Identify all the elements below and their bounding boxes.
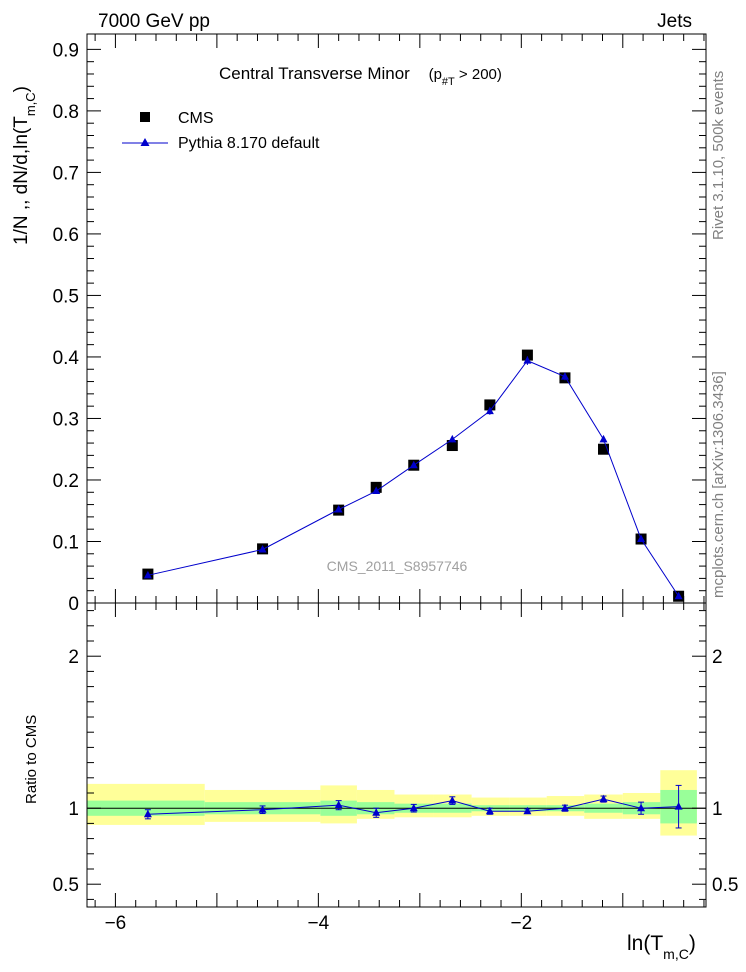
pythia-point bbox=[674, 591, 683, 600]
pythia-point bbox=[599, 434, 608, 443]
main-ytick-label: 0.4 bbox=[53, 348, 80, 369]
ratio-point bbox=[372, 808, 381, 816]
cms-point bbox=[484, 399, 496, 411]
main-ylabel: 1/N ,, dN/d,ln(Tm,C) bbox=[11, 86, 38, 245]
pythia-point bbox=[448, 434, 457, 443]
main-ytick-label: 0.3 bbox=[53, 409, 79, 430]
cms-point bbox=[598, 443, 610, 455]
main-ytick-label: 0 bbox=[68, 594, 79, 615]
ratio-point bbox=[448, 796, 457, 804]
ratio-point bbox=[143, 809, 152, 818]
plot-title-cut-tail: > 200) bbox=[455, 66, 502, 83]
ratio-ylabel: Ratio to CMS bbox=[23, 715, 40, 804]
legend: CMS Pythia 8.170 default bbox=[122, 110, 320, 152]
ratio-point bbox=[560, 803, 569, 812]
cms-point bbox=[446, 440, 458, 452]
main-ytick-label: 0.6 bbox=[53, 225, 79, 246]
ratio-point bbox=[485, 806, 494, 815]
pythia-point bbox=[372, 486, 381, 495]
xlabel: ln(Tm,C) bbox=[627, 932, 696, 962]
main-ytick-label: 0.8 bbox=[53, 102, 79, 123]
plot-title-main: Central Transverse Minor bbox=[219, 64, 410, 83]
main-panel: 0 0.1 0.2 0.3 0.4 0.5 0.6 0.7 0.8 0.9 bbox=[53, 33, 707, 615]
header-left: 7000 GeV pp bbox=[98, 11, 210, 32]
header-right: Jets bbox=[657, 11, 692, 32]
pythia-point bbox=[523, 356, 532, 364]
main-ytick-label: 0.9 bbox=[53, 40, 79, 61]
legend-mc-marker bbox=[140, 138, 150, 146]
ratio-xtick-label: −4 bbox=[308, 913, 330, 934]
ratio-point bbox=[637, 803, 646, 812]
ratio-ytick-label: 1 bbox=[68, 799, 79, 820]
watermark: CMS_2011_S8957746 bbox=[327, 558, 468, 574]
main-ytick-label: 0.7 bbox=[53, 163, 79, 184]
pythia-point bbox=[258, 544, 267, 553]
ratio-point bbox=[599, 794, 608, 803]
ratio-point bbox=[334, 800, 343, 809]
pythia-point bbox=[334, 504, 343, 513]
ratio-ytick-label-right: 1 bbox=[712, 799, 723, 820]
rivet-label: Rivet 3.1.10, 500k events bbox=[710, 71, 727, 240]
main-ytick-label: 0.2 bbox=[53, 471, 79, 492]
ratio-ytick-label-right: 0.5 bbox=[712, 875, 738, 896]
legend-mc-label: Pythia 8.170 default bbox=[178, 135, 320, 152]
legend-cms-marker bbox=[140, 112, 150, 122]
ratio-ytick-label: 2 bbox=[68, 647, 79, 668]
pythia-point bbox=[409, 460, 418, 469]
ratio-point bbox=[674, 802, 683, 810]
main-ytick-label: 0.5 bbox=[53, 286, 79, 307]
pythia-line bbox=[147, 360, 680, 597]
ratio-point bbox=[409, 803, 418, 812]
ratio-panel: −6 −4 −2 0.5 0.5 1 1 2 2 bbox=[53, 602, 738, 934]
ratio-frame bbox=[86, 602, 707, 908]
ratio-xtick-label: −2 bbox=[510, 913, 532, 934]
plot-title-cut: (p bbox=[429, 66, 442, 83]
mcplots-label: mcplots.cern.ch [arXiv:1306.3436] bbox=[710, 371, 727, 598]
plot-title: Central Transverse Minor (p#T > 200) bbox=[219, 64, 502, 88]
ratio-ytick-label-right: 2 bbox=[712, 647, 723, 668]
pythia-point bbox=[143, 570, 152, 579]
plot-title-cut-sub: #T bbox=[442, 76, 455, 88]
ratio-line bbox=[147, 798, 679, 815]
ratio-xtick-label: −6 bbox=[105, 913, 127, 934]
ratio-ytick-label: 0.5 bbox=[53, 875, 79, 896]
pythia-point bbox=[560, 372, 569, 380]
pythia-point bbox=[485, 406, 494, 415]
cms-point bbox=[521, 349, 533, 361]
legend-cms-label: CMS bbox=[178, 110, 214, 127]
ratio-point bbox=[523, 806, 532, 815]
main-ytick-label: 0.1 bbox=[53, 532, 79, 553]
ratio-point bbox=[258, 805, 267, 813]
pythia-point bbox=[637, 534, 646, 543]
